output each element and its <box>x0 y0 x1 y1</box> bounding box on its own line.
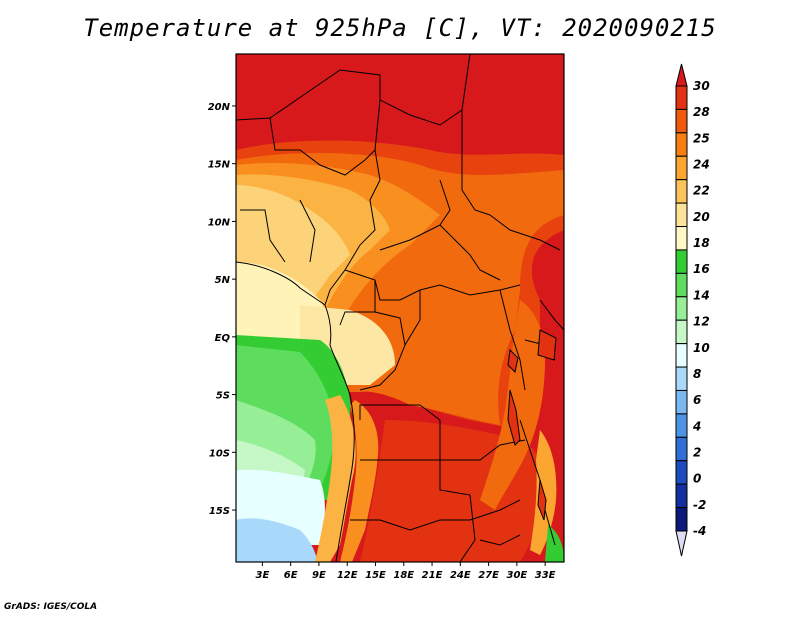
map-frame <box>235 53 565 563</box>
lon-tick-label: 27E <box>478 570 499 581</box>
temperature-field <box>236 54 564 562</box>
colorbar-label: 8 <box>693 367 701 381</box>
colorbar-swatch <box>675 483 688 509</box>
colorbar-swatch <box>675 343 688 368</box>
country-borders <box>236 54 564 562</box>
lakes <box>507 329 557 521</box>
lat-tick-label: EQ <box>215 333 231 344</box>
colorbar-swatch <box>675 132 688 157</box>
colorbar-swatch <box>675 507 688 532</box>
colorbar-label: -4 <box>693 524 706 538</box>
lat-tick-label: 5S <box>216 391 230 402</box>
colorbar-label: 2 <box>693 445 701 459</box>
lon-tick-label: 12E <box>337 570 358 581</box>
lon-tick-label: 6E <box>284 570 298 581</box>
colorbar-swatch <box>675 249 688 274</box>
colorbar-swatch <box>675 202 688 228</box>
colorbar-label: 0 <box>693 472 701 486</box>
colorbar-label: 18 <box>693 236 710 250</box>
colorbar-label: 24 <box>693 158 710 172</box>
colorbar-label: 22 <box>693 184 710 198</box>
colorbar-swatch <box>675 296 688 321</box>
colorbar-swatch <box>675 226 688 251</box>
lat-tick-label: 15N <box>208 160 231 171</box>
colorbar-swatch <box>675 155 688 181</box>
grads-credit: GrADS: IGES/COLA <box>4 602 98 612</box>
colorbar-swatch <box>675 85 688 110</box>
lon-tick-label: 18E <box>393 570 414 581</box>
lon-tick-label: 15E <box>365 570 386 581</box>
map-title: Temperature at 925hPa [C], VT: 202009021… <box>83 14 717 42</box>
lat-tick-label: 20N <box>208 102 231 113</box>
colorbar-bottom-arrow <box>675 530 688 557</box>
latitude-axis: 20N 15N 10N 5N EQ 5S 10S 15S <box>208 102 236 517</box>
colorbar-swatch <box>675 436 688 462</box>
colorbar-label: 16 <box>693 262 710 276</box>
lon-tick-label: 30E <box>506 570 527 581</box>
lat-tick-label: 5N <box>215 275 231 286</box>
lat-tick-label: 10S <box>209 448 230 459</box>
lon-tick-label: 24E <box>450 570 471 581</box>
colorbar-swatch <box>675 389 688 415</box>
colorbar-label: 14 <box>693 288 710 302</box>
colorbar-label: -2 <box>693 498 706 512</box>
lat-tick-label: 10N <box>208 217 231 228</box>
longitude-axis: 3E 6E 9E 12E 15E 18E 21E 24E 27E 30E 33E <box>255 562 556 581</box>
colorbar-swatch <box>675 108 688 134</box>
colorbar-swatch <box>675 319 688 345</box>
colorbar-label: 30 <box>693 79 710 93</box>
colorbar-label: 4 <box>692 419 701 433</box>
lon-tick-label: 3E <box>255 570 269 581</box>
lon-tick-label: 21E <box>422 570 443 581</box>
colorbar-swatch <box>675 460 688 485</box>
colorbar-swatch <box>675 179 688 204</box>
colorbar-label: 28 <box>693 105 710 119</box>
lon-tick-label: 33E <box>535 570 556 581</box>
colorbar-label: 6 <box>693 393 701 407</box>
colorbar-label: 10 <box>693 341 710 355</box>
colorbar-swatch <box>675 413 688 438</box>
colorbar-swatch <box>675 366 688 391</box>
colorbar-top-arrow <box>675 63 688 87</box>
lat-tick-label: 15S <box>209 506 230 517</box>
lon-tick-label: 9E <box>312 570 326 581</box>
colorbar-label: 12 <box>693 315 710 329</box>
colorbar-label: 20 <box>693 210 710 224</box>
colorbar-label: 25 <box>693 131 710 145</box>
colorbar-swatch <box>675 272 688 298</box>
